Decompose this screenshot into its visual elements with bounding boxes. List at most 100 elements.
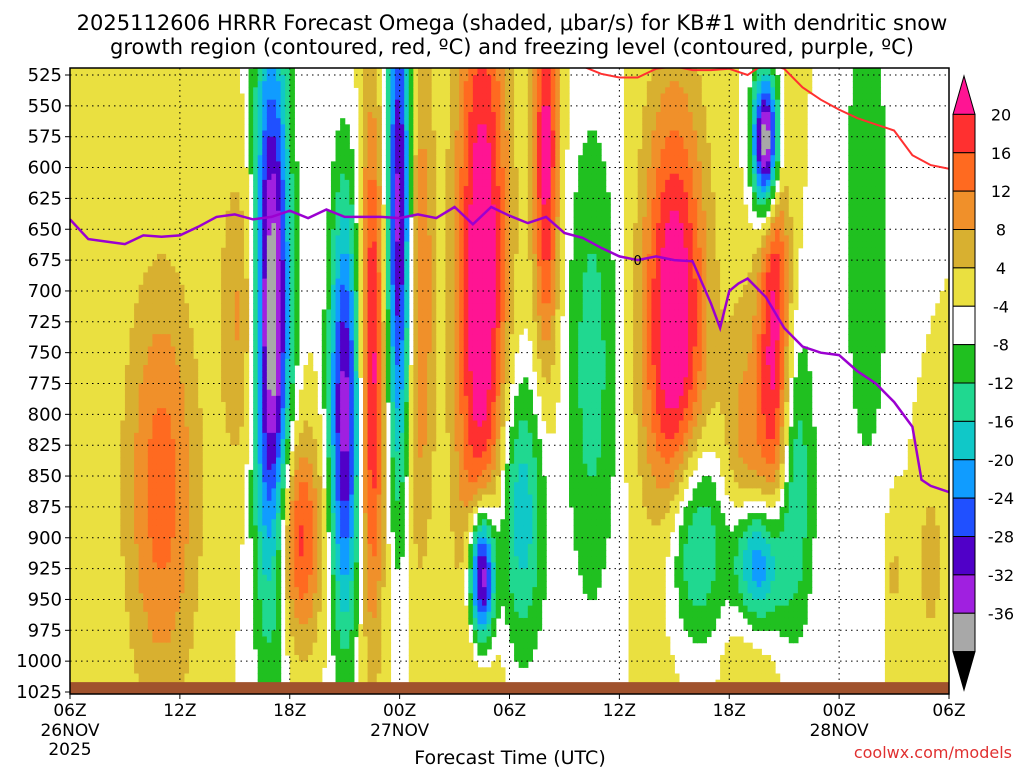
omega-cell: [147, 142, 154, 150]
omega-cell: [74, 112, 80, 119]
omega-cell: [175, 580, 181, 588]
omega-cell: [79, 186, 85, 193]
omega-cell: [243, 266, 250, 274]
omega-cell: [79, 340, 85, 348]
omega-cell: [120, 426, 126, 434]
omega-cell: [211, 469, 218, 477]
omega-cell: [285, 216, 291, 224]
omega-cell: [289, 272, 295, 280]
omega-cell: [262, 290, 268, 298]
omega-cell: [189, 482, 195, 489]
omega-cell: [239, 179, 245, 187]
omega-cell: [202, 105, 208, 113]
omega-cell: [289, 290, 295, 298]
omega-cell: [115, 414, 121, 422]
omega-cell: [97, 223, 103, 230]
omega-cell: [243, 321, 250, 329]
omega-cell: [280, 260, 286, 267]
omega-cell: [225, 186, 231, 193]
omega-cell: [92, 383, 99, 391]
omega-cell: [147, 605, 154, 613]
omega-cell: [134, 482, 140, 489]
omega-cell: [294, 445, 300, 452]
omega-cell: [253, 414, 259, 422]
omega-cell: [184, 130, 190, 138]
omega-cell: [70, 593, 76, 601]
omega-cell: [253, 334, 259, 341]
omega-cell: [225, 445, 231, 452]
omega-cell: [152, 648, 158, 656]
omega-cell: [152, 290, 158, 298]
omega-cell: [106, 488, 112, 496]
omega-cell: [211, 605, 218, 613]
omega-cell: [102, 642, 108, 650]
omega-cell: [266, 648, 273, 656]
omega-cell: [88, 469, 94, 477]
omega-cell: [266, 260, 273, 267]
omega-cell: [253, 130, 259, 138]
omega-cell: [280, 476, 286, 483]
omega-cell: [102, 253, 108, 261]
omega-cell: [271, 568, 277, 576]
omega-cell: [74, 445, 80, 452]
omega-cell: [134, 611, 140, 619]
omega-cell: [161, 550, 167, 557]
omega-cell: [97, 562, 103, 570]
omega-cell: [234, 198, 240, 206]
omega-cell: [262, 611, 268, 619]
omega-cell: [202, 500, 208, 508]
omega-cell: [166, 105, 172, 113]
omega-cell: [285, 112, 291, 119]
omega-cell: [184, 371, 190, 378]
omega-cell: [248, 500, 254, 508]
omega-cell: [120, 371, 126, 378]
omega-cell: [289, 463, 295, 471]
omega-cell: [285, 543, 291, 551]
omega-cell: [129, 315, 135, 323]
omega-cell: [166, 223, 172, 230]
omega-cell: [289, 68, 295, 76]
omega-cell: [276, 247, 282, 255]
omega-cell: [106, 642, 112, 650]
omega-cell: [262, 408, 268, 415]
omega-cell: [124, 93, 131, 101]
omega-cell: [92, 457, 99, 465]
omega-cell: [143, 525, 149, 533]
omega-cell: [225, 247, 231, 255]
omega-cell: [257, 241, 263, 249]
omega-cell: [79, 611, 85, 619]
omega-cell: [211, 130, 218, 138]
omega-cell: [83, 506, 89, 514]
omega-cell: [211, 426, 218, 434]
omega-cell: [124, 525, 131, 533]
omega-cell: [207, 414, 213, 422]
omega-cell: [175, 179, 181, 187]
omega-cell: [225, 550, 231, 557]
omega-cell: [271, 519, 277, 527]
omega-cell: [216, 297, 222, 304]
omega-cell: [289, 327, 295, 335]
omega-cell: [202, 439, 208, 446]
omega-cell: [234, 562, 240, 570]
omega-cell: [211, 142, 218, 150]
omega-cell: [271, 229, 277, 237]
omega-cell: [198, 186, 204, 193]
omega-cell: [111, 648, 117, 656]
omega-cell: [280, 371, 286, 378]
omega-cell: [221, 587, 227, 594]
omega-cell: [221, 469, 227, 477]
omega-cell: [285, 105, 291, 113]
omega-cell: [221, 488, 227, 496]
omega-cell: [120, 253, 126, 261]
omega-cell: [221, 395, 227, 403]
omega-cell: [170, 223, 176, 230]
omega-cell: [88, 186, 94, 193]
omega-cell: [152, 377, 158, 385]
omega-cell: [243, 223, 250, 230]
omega-cell: [216, 673, 222, 681]
omega-cell: [70, 661, 76, 668]
omega-cell: [253, 229, 259, 237]
omega-cell: [253, 210, 259, 218]
omega-cell: [156, 253, 163, 261]
omega-cell: [115, 284, 121, 292]
